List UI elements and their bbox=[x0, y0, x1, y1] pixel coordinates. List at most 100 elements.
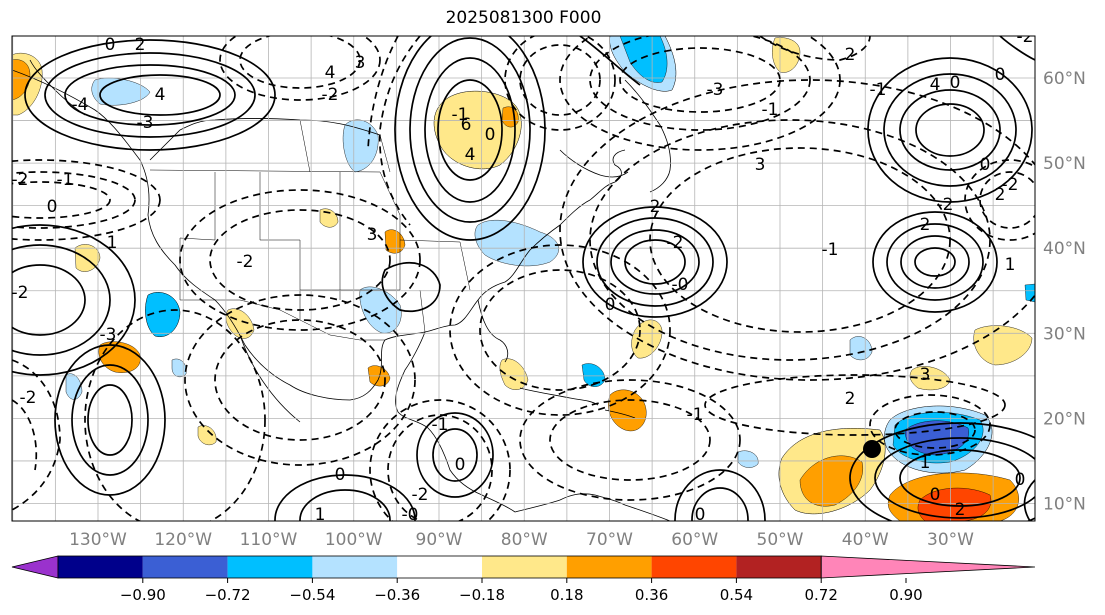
contour-label: 0 bbox=[47, 197, 58, 217]
contour-label: 0 bbox=[485, 125, 496, 145]
colorbar-segment bbox=[651, 556, 737, 578]
lon-tick-label: 100°W bbox=[325, 530, 383, 550]
map-area: 0 24-4-3-2 -1034-2-31-2-264-10-232-2-0-13-… bbox=[12, 35, 1035, 525]
colorbar-segment bbox=[142, 556, 228, 578]
contour-label: 4 bbox=[465, 145, 476, 165]
colorbar-extend-high bbox=[820, 555, 1036, 579]
contour-label: 0 bbox=[455, 455, 466, 475]
contour-label: 0 bbox=[980, 155, 991, 175]
anomaly-shading bbox=[12, 36, 1035, 521]
contour-label: -1 bbox=[452, 105, 469, 125]
contour-label: -2 bbox=[667, 233, 684, 253]
lat-tick-label: 20°N bbox=[1043, 409, 1086, 429]
lat-tick-label: 10°N bbox=[1043, 495, 1086, 515]
contour-label: -3 bbox=[707, 80, 724, 100]
contour-label: 0 bbox=[105, 35, 116, 55]
lon-tick-label: 110°W bbox=[240, 530, 298, 550]
lon-tick-label: 90°W bbox=[416, 530, 463, 550]
colorbar-segment bbox=[736, 556, 822, 578]
contour-label: -1 bbox=[57, 170, 74, 190]
contour-label: -1 bbox=[687, 405, 704, 425]
lat-tick-label: 30°N bbox=[1043, 324, 1086, 344]
political-borders bbox=[149, 119, 471, 341]
contour-label: 1 bbox=[920, 453, 931, 473]
contour-label: -3 bbox=[100, 325, 117, 345]
contour-label: 3 bbox=[367, 225, 378, 245]
contour-label: -3 bbox=[137, 113, 154, 133]
lat-tick-label: 40°N bbox=[1043, 239, 1086, 259]
contour-label: 2 bbox=[845, 45, 856, 65]
contour-label: -2 bbox=[237, 252, 254, 272]
colorbar-tick-label: 0.54 bbox=[720, 586, 753, 604]
latitude-tick-labels: 60°N 50°N 40°N 30°N 20°N 10°N bbox=[1043, 69, 1086, 515]
contour-label: -4 bbox=[72, 95, 89, 115]
colorbar-tick-label: −0.72 bbox=[205, 586, 251, 604]
contour-label: 0 bbox=[335, 465, 346, 485]
colorbar-segment bbox=[312, 556, 398, 578]
colorbar-tick-label: −0.18 bbox=[459, 586, 505, 604]
colorbar-segment bbox=[397, 556, 482, 578]
contour-label: 1 bbox=[107, 233, 118, 253]
contour-label: 0 bbox=[605, 295, 616, 315]
colorbar-tick-label: 0.72 bbox=[804, 586, 837, 604]
contour-lines bbox=[12, 36, 1035, 521]
contour-labels: 0 24-4-3-2 -1034-2-31-2-264-10-232-2-0-13-… bbox=[12, 35, 1033, 525]
lon-tick-label: 40°W bbox=[842, 530, 889, 550]
map-frame bbox=[11, 35, 1036, 522]
contour-label: 4 bbox=[155, 85, 166, 105]
contour-label: -1 bbox=[870, 80, 887, 100]
contour-label: 2 bbox=[845, 389, 856, 409]
colorbar-extend-low bbox=[11, 555, 59, 579]
colorbar-tick-label: 0.36 bbox=[635, 586, 668, 604]
lon-tick-label: 60°W bbox=[671, 530, 718, 550]
map-title: 2025081300 F000 bbox=[445, 8, 602, 28]
longitude-tick-labels: 130°W 120°W 110°W 100°W 90°W 80°W 70°W 60°W 50°W… bbox=[69, 530, 974, 550]
colorbar-frame bbox=[57, 555, 822, 579]
lat-tick-label: 60°N bbox=[1043, 69, 1086, 89]
contour-label: 2 bbox=[135, 35, 146, 55]
contour-label: 3 bbox=[755, 155, 766, 175]
contour-label: 1 bbox=[315, 505, 326, 525]
lon-tick-label: 120°W bbox=[154, 530, 212, 550]
contour-label: -0 bbox=[672, 275, 689, 295]
contour-label: -2 bbox=[1002, 175, 1019, 195]
contour-label: 6 bbox=[461, 115, 472, 135]
lat-tick-label: 50°N bbox=[1043, 154, 1086, 174]
contour-label: -2 bbox=[412, 485, 429, 505]
contour-label: -0 bbox=[402, 505, 419, 525]
lon-tick-label: 70°W bbox=[586, 530, 633, 550]
colorbar-segment bbox=[58, 556, 143, 578]
contour-label: 0 bbox=[695, 505, 706, 525]
colorbar-segment bbox=[227, 556, 313, 578]
contour-label: 2 bbox=[650, 197, 661, 217]
contour-label: 1 bbox=[1005, 255, 1016, 275]
contour-label: 2 bbox=[995, 185, 1006, 205]
lon-tick-label: 50°W bbox=[757, 530, 804, 550]
contour-label: 2 bbox=[955, 500, 966, 520]
contour-label: -2 bbox=[12, 283, 29, 303]
colorbar-tick-label: −0.36 bbox=[374, 586, 420, 604]
colorbar-segment bbox=[566, 556, 652, 578]
storm-center-marker bbox=[863, 440, 881, 458]
contour-label: 0 bbox=[950, 73, 961, 93]
contour-label: 0 bbox=[995, 65, 1006, 85]
contour-label: 3 bbox=[920, 365, 931, 385]
colorbar-tick-label: 0.18 bbox=[550, 586, 583, 604]
contour-label: 2 bbox=[920, 215, 931, 235]
graticule bbox=[12, 36, 1035, 521]
colorbar-segment bbox=[482, 556, 567, 578]
colorbar-tick-label: 0.90 bbox=[889, 586, 922, 604]
contour-label: -2 bbox=[12, 170, 29, 190]
contour-label: -2 bbox=[937, 195, 954, 215]
contour-label: -1 bbox=[822, 240, 839, 260]
colorbar-tick-label: −0.90 bbox=[120, 586, 166, 604]
contour-label: -2 bbox=[20, 388, 37, 408]
contour-label: 4 bbox=[930, 75, 941, 95]
contour-label: 0 bbox=[930, 485, 941, 505]
lon-tick-label: 80°W bbox=[501, 530, 548, 550]
lon-tick-label: 30°W bbox=[927, 530, 974, 550]
contour-label: 4 bbox=[325, 63, 336, 83]
lon-tick-label: 130°W bbox=[69, 530, 127, 550]
contour-label: -1 bbox=[432, 415, 449, 435]
